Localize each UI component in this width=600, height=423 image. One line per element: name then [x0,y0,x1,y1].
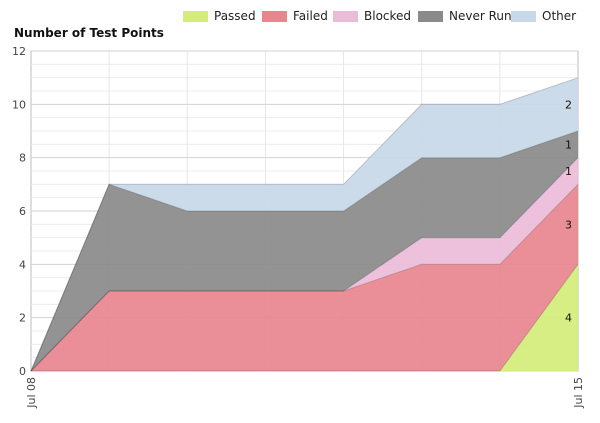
y-tick-label: 2 [19,312,26,325]
legend-swatch [418,10,443,22]
legend: Passed Failed Blocked Never Run Other [0,9,600,25]
legend-label: Blocked [364,9,412,23]
area-edge [30,77,579,372]
area-never-run [31,131,578,371]
legend-swatch [183,10,208,22]
y-tick-label: 4 [19,258,26,271]
y-tick-label: 12 [12,45,26,58]
legend-item: Failed [262,9,328,23]
legend-label: Never Run [449,9,512,23]
legend-item: Other [511,9,576,23]
y-tick-label: 0 [19,365,26,378]
chart-title: Number of Test Points [14,26,164,40]
legend-swatch [511,10,536,22]
legend-item: Blocked [333,9,411,23]
y-tick-label: 10 [12,98,26,111]
legend-label: Passed [214,9,256,23]
x-tick-label: Jul 08 [25,377,38,409]
data-label: 1 [565,138,572,151]
area-edge [30,157,579,372]
x-tick-label: Jul 15 [572,377,585,409]
legend-item: Never Run [418,9,512,23]
data-label: 1 [565,165,572,178]
legend-swatch [262,10,287,22]
area-edge [30,130,579,372]
data-label: 3 [565,218,572,231]
area-passed [31,264,578,371]
legend-label: Other [542,9,577,23]
area-failed [31,184,578,371]
legend-swatch [333,10,358,22]
y-tick-label: 8 [19,152,26,165]
legend-label: Failed [293,9,328,23]
area-edge [31,264,579,372]
area-edge [30,183,579,372]
data-label: 2 [565,98,572,111]
area-other [31,77,578,371]
y-tick-label: 6 [19,205,26,218]
legend-item: Passed [183,9,256,23]
data-label: 4 [565,312,572,325]
